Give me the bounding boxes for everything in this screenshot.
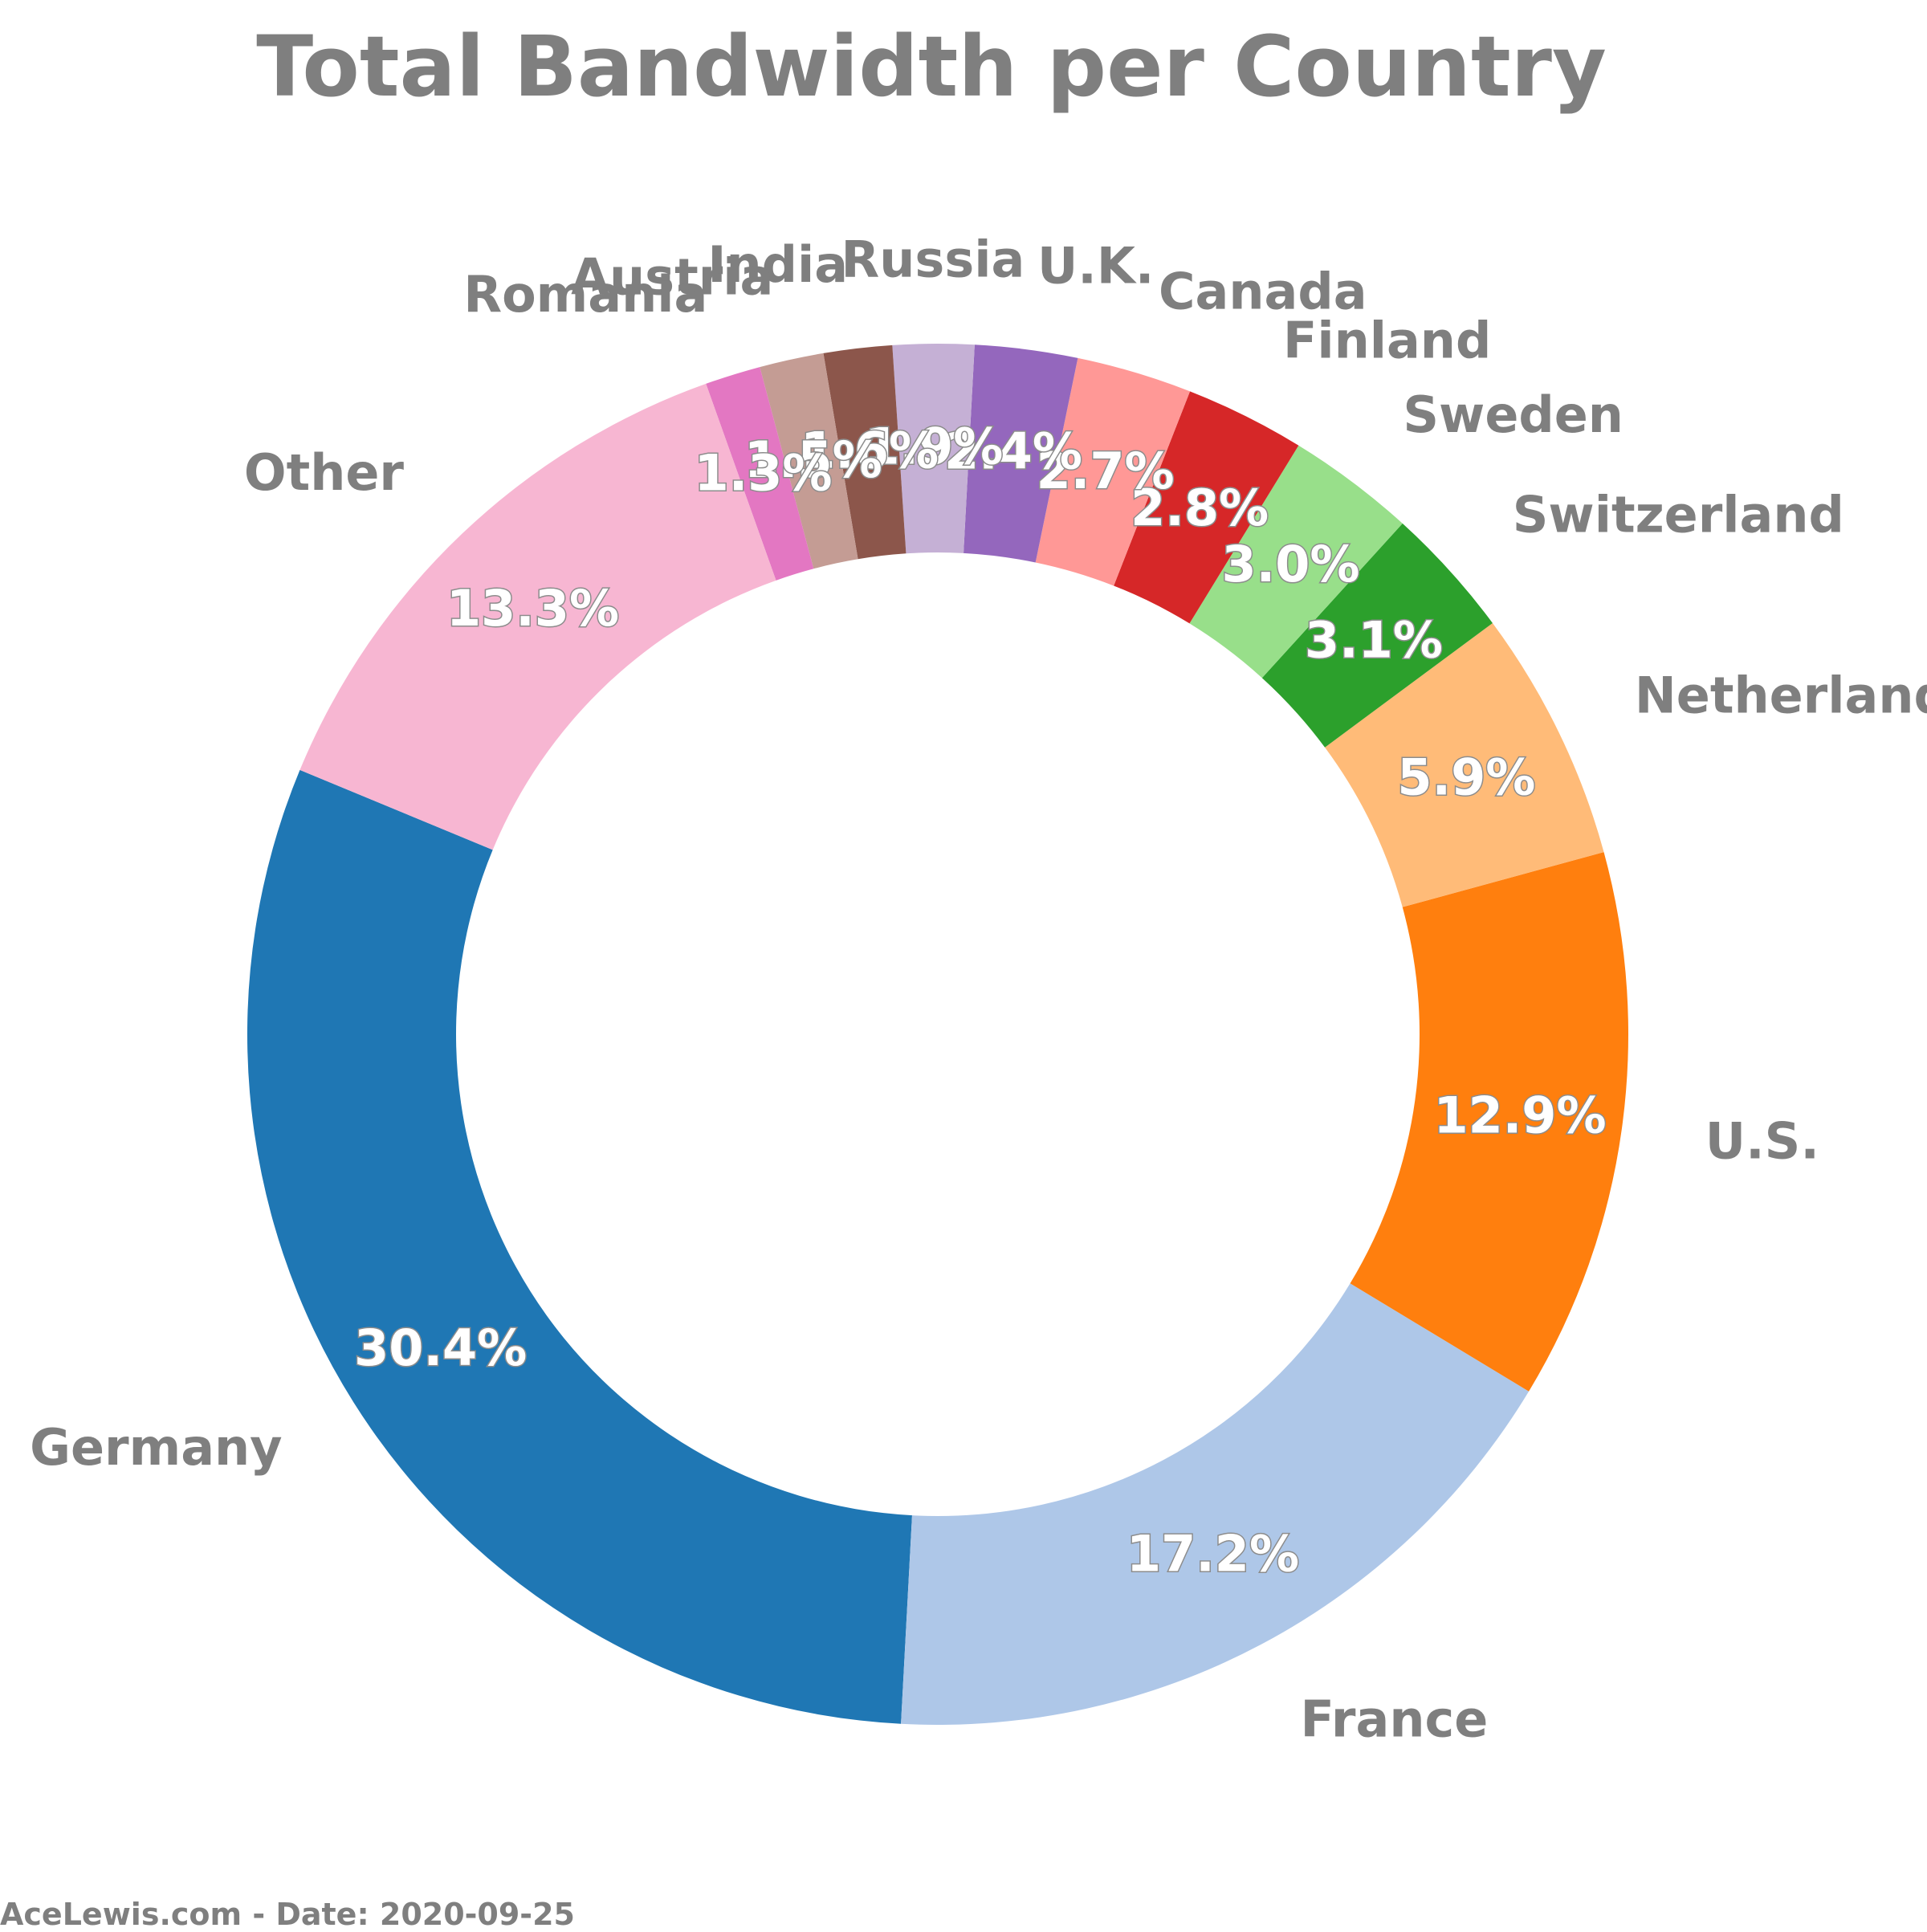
category-label-switzerland: Switzerland [1513, 485, 1844, 544]
category-label-u-s: U.S. [1705, 1111, 1819, 1170]
pct-label-india: 1.6% [801, 421, 939, 479]
pct-label-netherlands: 5.9% [1397, 748, 1535, 807]
pct-label-switzerland: 3.1% [1305, 611, 1443, 670]
chart-title: Total Bandwidth per Country [256, 18, 1607, 116]
pct-label-russia: 1.9% [865, 418, 1003, 476]
slice-u-k [963, 344, 1078, 563]
slice-u-s [1350, 852, 1628, 1392]
slice-romania [706, 367, 814, 581]
slice-india [823, 344, 906, 560]
footer-credit: AceLewis.com - Date: 2020-09-25 [0, 1897, 575, 1932]
pct-label-sweden: 3.0% [1222, 535, 1360, 593]
category-label-netherlands: Netherlands [1635, 666, 1927, 725]
slice-sweden [1189, 445, 1403, 679]
slice-russia [892, 344, 975, 554]
category-label-canada: Canada [1159, 263, 1367, 321]
slice-france [901, 1283, 1530, 1725]
pct-label-u-k: 2.4% [944, 422, 1082, 481]
category-label-austria: Austria [571, 247, 773, 306]
slice-other [299, 383, 776, 850]
category-label-russia: Russia [841, 230, 1025, 289]
category-label-germany: Germany [30, 1418, 283, 1477]
category-label-india: India [707, 235, 848, 294]
pct-label-austria: 1.5% [744, 430, 882, 489]
category-label-other: Other [244, 443, 405, 502]
pct-label-canada: 2.7% [1037, 442, 1175, 500]
pct-label-france: 17.2% [1126, 1524, 1299, 1583]
category-label-u-k: U.K. [1037, 236, 1155, 295]
pct-label-romania: 1.3% [695, 444, 833, 503]
category-label-sweden: Sweden [1403, 385, 1623, 444]
slice-germany [247, 769, 912, 1724]
pct-label-finland: 2.8% [1131, 479, 1269, 537]
slice-finland [1114, 391, 1299, 624]
pct-label-other: 13.3% [446, 579, 619, 638]
slice-austria [760, 353, 858, 569]
category-label-finland: Finland [1283, 312, 1491, 370]
pct-label-germany: 30.4% [354, 1319, 527, 1377]
slice-switzerland [1261, 523, 1493, 748]
category-label-france: France [1301, 1689, 1489, 1748]
pct-label-u-s: 12.9% [1433, 1086, 1606, 1144]
category-label-romania: Romania [463, 265, 707, 324]
slice-netherlands [1325, 622, 1604, 907]
slice-canada [1035, 357, 1191, 586]
